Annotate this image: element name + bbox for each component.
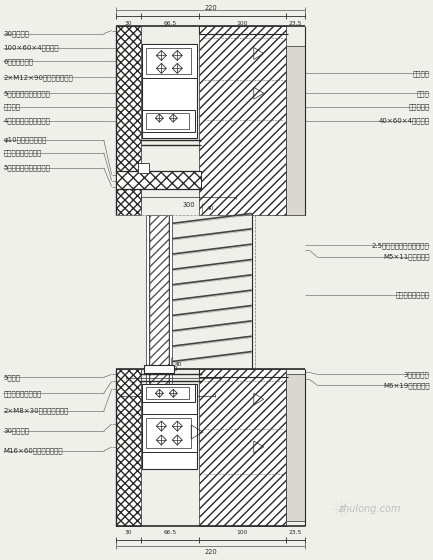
Text: zhulong.com: zhulong.com bbox=[338, 503, 400, 514]
Text: M5×11抖芯铆養钉: M5×11抖芯铆養钉 bbox=[383, 254, 430, 260]
Text: 30厚花岗石: 30厚花岗石 bbox=[3, 428, 29, 435]
Bar bbox=[285, 45, 305, 216]
Text: 100: 100 bbox=[237, 530, 248, 535]
Bar bbox=[142, 44, 197, 78]
Text: M16×60不锈销对穿螺栓: M16×60不锈销对穿螺栓 bbox=[3, 447, 63, 454]
Text: 40: 40 bbox=[174, 362, 182, 367]
Text: φ10聚乙烯发泡尼杆: φ10聚乙烯发泡尼杆 bbox=[3, 137, 47, 143]
Bar bbox=[149, 216, 169, 384]
Bar bbox=[142, 44, 197, 138]
Text: 300: 300 bbox=[183, 202, 195, 208]
Bar bbox=[199, 26, 285, 216]
Bar bbox=[142, 384, 197, 469]
Text: 220: 220 bbox=[204, 4, 217, 11]
Bar bbox=[199, 370, 285, 526]
Text: 氟碳喇涂铝百叶片: 氟碳喇涂铝百叶片 bbox=[396, 292, 430, 298]
Bar bbox=[285, 375, 305, 521]
Bar bbox=[169, 216, 172, 384]
Bar bbox=[146, 216, 149, 384]
Text: 300: 300 bbox=[161, 400, 174, 406]
Bar bbox=[146, 418, 191, 448]
Text: 100: 100 bbox=[237, 21, 248, 26]
Bar bbox=[142, 110, 195, 132]
Text: 土建墙体: 土建墙体 bbox=[413, 70, 430, 77]
Text: 30厚花岗石: 30厚花岗石 bbox=[3, 30, 29, 37]
Text: 4厚铝合金石材专用挂件: 4厚铝合金石材专用挂件 bbox=[3, 118, 50, 124]
Bar bbox=[116, 26, 142, 216]
Text: 石材专用密封填缝胶: 石材专用密封填缝胶 bbox=[3, 150, 42, 156]
Text: 2.5厚氟碳铝板折制百叶边框: 2.5厚氟碳铝板折制百叶边框 bbox=[372, 242, 430, 249]
Bar bbox=[146, 48, 191, 74]
Bar bbox=[116, 171, 201, 189]
Text: 40: 40 bbox=[207, 206, 215, 211]
Text: 66.5: 66.5 bbox=[164, 530, 177, 535]
Bar bbox=[142, 414, 197, 452]
Text: 5厚铝合金石材专用挂件: 5厚铝合金石材专用挂件 bbox=[3, 90, 50, 96]
Text: 2×M8×30不锈销对穿螺栓: 2×M8×30不锈销对穿螺栓 bbox=[3, 408, 69, 414]
Text: 内装修处理: 内装修处理 bbox=[408, 104, 430, 110]
Text: 30: 30 bbox=[125, 21, 132, 26]
Text: 220: 220 bbox=[204, 549, 217, 556]
Text: 石材专用密封填缝胶: 石材专用密封填缝胶 bbox=[3, 390, 42, 396]
Text: 6厚镇锌连接件: 6厚镇锌连接件 bbox=[3, 58, 33, 65]
Text: 40×60×4镇锌方管: 40×60×4镇锌方管 bbox=[378, 118, 430, 124]
Text: 23.5: 23.5 bbox=[289, 530, 302, 535]
Text: 30: 30 bbox=[125, 530, 132, 535]
Text: 300: 300 bbox=[166, 366, 178, 372]
Text: M6×19不锈销钉丁: M6×19不锈销钉丁 bbox=[383, 382, 430, 389]
Bar bbox=[146, 388, 189, 399]
Bar bbox=[145, 366, 174, 374]
Text: 3厚连接角铝: 3厚连接角铝 bbox=[404, 371, 430, 377]
Text: 5号角钐: 5号角钐 bbox=[3, 374, 20, 381]
Text: 环氧树脂: 环氧树脂 bbox=[3, 104, 20, 110]
Text: 5厚石材专用铝合金挂件: 5厚石材专用铝合金挂件 bbox=[3, 165, 50, 171]
Text: 预埋件: 预埋件 bbox=[417, 90, 430, 96]
Bar bbox=[146, 113, 189, 129]
Bar bbox=[138, 163, 149, 172]
Bar bbox=[142, 384, 195, 402]
Text: 2×M12×90不锈销对穿螺栓: 2×M12×90不锈销对穿螺栓 bbox=[3, 74, 73, 81]
Text: 100×60×4镇锌方管: 100×60×4镇锌方管 bbox=[3, 44, 59, 51]
Text: 23.5: 23.5 bbox=[289, 21, 302, 26]
Text: 66.5: 66.5 bbox=[164, 21, 177, 26]
Bar bbox=[116, 370, 142, 526]
